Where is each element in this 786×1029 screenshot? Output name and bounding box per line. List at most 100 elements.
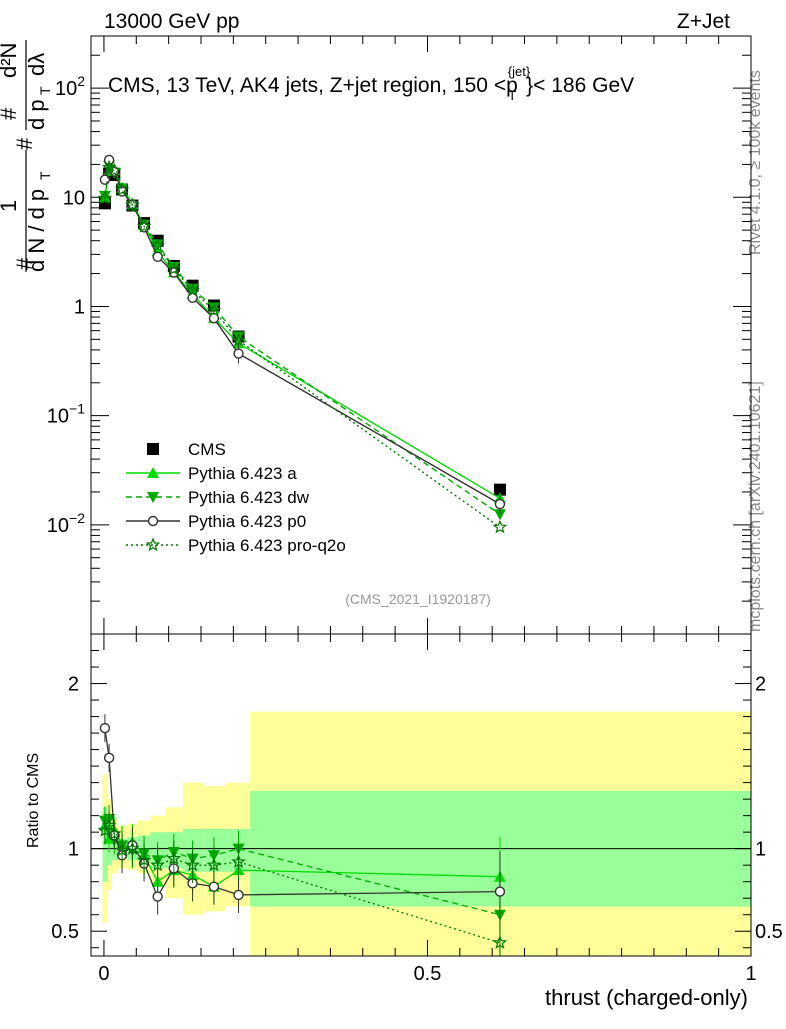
ratio-point	[233, 889, 244, 901]
ratio-ytick-label-right: 2	[755, 674, 766, 696]
ratio-point	[150, 857, 165, 872]
legend-label: Pythia 6.423 pro-q2o	[188, 536, 346, 555]
data-point	[151, 239, 164, 251]
main-ytick-mantissa: 10	[55, 78, 77, 100]
svg-text:#: #	[12, 257, 37, 270]
ratio-bands	[102, 711, 751, 956]
svg-text:#: #	[12, 137, 37, 150]
ratio-series	[97, 714, 508, 956]
ratio-point	[101, 817, 117, 832]
main-ytick-label: 10−2	[47, 510, 85, 537]
ratio-ylabel: Ratio to CMS	[25, 753, 42, 848]
series-line	[104, 163, 501, 515]
data-point	[114, 182, 130, 197]
title-part-sup: {jet}	[508, 64, 531, 79]
ratio-frame	[90, 633, 752, 957]
main-title: CMS, 13 TeV, AK4 jets, Z+jet region, 150…	[108, 64, 634, 103]
data-point	[493, 509, 506, 521]
data-point	[150, 238, 165, 252]
ratio-point	[492, 935, 508, 949]
main-ytick-mantissa: 10	[47, 406, 69, 428]
legend-label: Pythia 6.423 dw	[188, 488, 310, 507]
legend-label: Pythia 6.423 a	[188, 464, 297, 483]
main-ytick-mantissa: 1	[74, 296, 85, 318]
series-0	[98, 167, 506, 496]
header-right: Z+Jet	[677, 10, 730, 33]
ratio-inner-band	[182, 828, 205, 872]
ratio-point	[185, 857, 200, 872]
legend-marker	[147, 443, 159, 455]
ratio-xtick-label: 0	[98, 963, 109, 985]
svg-text:d p: d p	[24, 99, 49, 130]
legend-marker	[147, 515, 159, 527]
ratio-ytick-label: 2	[68, 674, 79, 696]
ratio-ytick-label-right: 0.5	[755, 921, 783, 943]
series-line	[104, 157, 501, 505]
ratio-point	[114, 842, 130, 857]
main-ylabel: # 1 d N / d p T # # d p T dλ d²N	[0, 40, 53, 272]
data-point	[97, 190, 113, 205]
data-point	[206, 302, 222, 317]
data-point	[166, 261, 182, 276]
legend: CMS Pythia 6.423 a Pythia 6.423 dw Pythia 6…	[126, 440, 346, 555]
legend-label: CMS	[188, 440, 226, 459]
main-ytick-exponent: −1	[69, 401, 85, 417]
svg-text:1: 1	[0, 200, 21, 212]
main-ytick-mantissa: 10	[47, 515, 69, 537]
legend-label: Pythia 6.423 p0	[188, 512, 306, 531]
ratio-point	[125, 841, 140, 855]
ratio-point	[152, 891, 163, 902]
data-point	[494, 498, 506, 510]
ratio-point	[494, 886, 506, 897]
data-point	[125, 197, 140, 212]
svg-text:T: T	[37, 171, 53, 180]
main-ytick-label: 10	[63, 187, 85, 209]
title-part-1: CMS, 13 TeV, AK4 jets, Z+jet region, 150…	[108, 74, 518, 97]
mcplots-label: mcplots.cern.ch [arXiv:2401.10621]	[747, 381, 764, 632]
series-3	[99, 154, 506, 515]
series-1	[98, 163, 506, 504]
svg-text:d N / d p: d N / d p	[24, 189, 49, 272]
ratio-xtick-label: 1	[745, 963, 756, 985]
data-point	[492, 519, 508, 534]
data-point	[185, 282, 200, 297]
data-point	[233, 348, 244, 359]
data-point	[107, 163, 122, 177]
main-ytick-exponent: −2	[69, 510, 85, 526]
rivet-label: Rivet 4.1.0, ≥ 100k events	[747, 70, 764, 255]
ratio-point	[103, 752, 115, 764]
main-ytick-label: 102	[55, 73, 85, 100]
legend-marker	[147, 492, 159, 503]
data-point	[493, 483, 506, 496]
ratio-inner-band	[102, 807, 108, 882]
main-ytick-exponent: 2	[77, 73, 85, 89]
ratio-point	[107, 826, 122, 841]
main-ytick-label: 1	[74, 296, 85, 318]
ratio-point	[206, 857, 222, 872]
series-4	[97, 159, 508, 534]
data-point	[207, 302, 220, 314]
svg-text:dλ: dλ	[24, 53, 49, 76]
ratio-point	[231, 854, 246, 869]
data-point	[231, 332, 246, 347]
ratio-xlabel: thrust (charged-only)	[545, 985, 748, 1010]
ratio-point	[166, 850, 182, 865]
series-line	[104, 169, 501, 499]
ratio-point	[208, 881, 220, 892]
svg-text:T: T	[37, 86, 53, 95]
title-part-sub: T	[508, 88, 516, 103]
legend-marker	[145, 537, 161, 552]
ratio-point	[99, 722, 111, 734]
main-ytick-label: 10−1	[47, 401, 85, 428]
data-point	[232, 331, 245, 343]
ratio-series-3	[97, 811, 508, 956]
ratio-inner-band	[111, 835, 119, 861]
ratio-point	[136, 852, 152, 867]
reference-note: (CMS_2021_I1920187)	[345, 591, 491, 607]
ratio-ytick-label: 0.5	[51, 921, 79, 943]
data-point	[152, 251, 163, 262]
ratio-axes: 0.5 0.5 1 1 2 2 0 0.5 1	[51, 634, 783, 985]
